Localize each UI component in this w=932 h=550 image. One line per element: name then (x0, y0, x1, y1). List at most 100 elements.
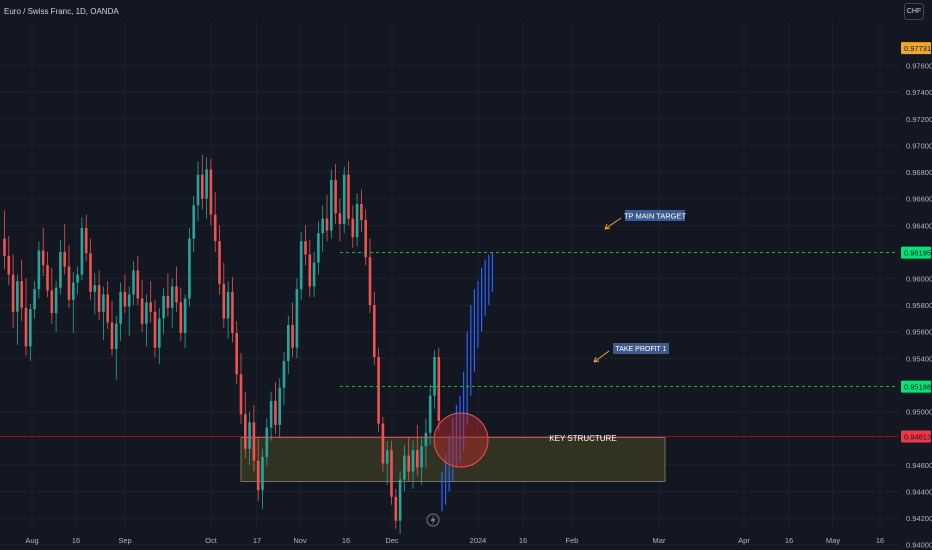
time-tick-label: 2024 (470, 536, 487, 545)
price-label-text: 0.96195 (904, 249, 931, 258)
candle-body (72, 282, 75, 300)
highlight-circle (433, 412, 489, 468)
price-tick-label: 0.96400 (906, 221, 932, 230)
candle-down (416, 424, 419, 476)
candle-down (106, 281, 109, 330)
time-tick-label: 16 (72, 536, 80, 545)
candle-body (347, 174, 350, 219)
candle-up (403, 444, 406, 492)
candle-body (84, 227, 88, 254)
candle-down (256, 438, 260, 501)
candle-body (308, 254, 312, 287)
candle-body (123, 291, 127, 307)
candle-body (360, 203, 363, 220)
candle-body (213, 214, 217, 242)
price-tick-label: 0.95800 (906, 301, 932, 310)
candle-up (282, 351, 286, 405)
candle-down (308, 239, 312, 298)
price-label-text: 0.97731 (904, 44, 931, 53)
candle-down (153, 299, 157, 358)
candle-down (390, 440, 393, 505)
candle-up (424, 418, 428, 468)
candle-up (80, 217, 84, 280)
currency-button[interactable]: CHF (904, 3, 924, 20)
candle-body (158, 318, 161, 348)
price-axis[interactable]: 0.97600 0.97400 0.97200 0.97000 0.96800 0.966… (901, 42, 932, 550)
candle-body (416, 450, 419, 468)
candle-up (226, 281, 230, 339)
candle-down (63, 223, 66, 275)
candle-body (20, 281, 23, 308)
lightning-icon[interactable] (426, 513, 440, 527)
candle-down (325, 194, 329, 242)
candle-up (317, 221, 320, 275)
candle-body (183, 298, 187, 334)
candle-down (110, 301, 114, 356)
time-tick-label: 16 (785, 536, 793, 545)
candle-body (205, 169, 208, 199)
price-tick-label: 0.97400 (906, 88, 932, 97)
candle-body (287, 325, 290, 362)
candle-body (334, 180, 337, 214)
candle-up (411, 440, 415, 489)
candle-body (325, 218, 329, 231)
candle-down (50, 267, 54, 324)
candle-body (97, 285, 101, 312)
candle-body (54, 287, 58, 314)
price-label-badge (901, 430, 931, 443)
candle-body (67, 266, 71, 300)
candle-up (248, 411, 251, 465)
candle-body (218, 241, 221, 284)
candle-body (321, 218, 324, 234)
candle-down (244, 391, 247, 459)
candle-down (149, 281, 152, 323)
candle-up (16, 274, 19, 346)
candle-body (179, 302, 183, 334)
candle-body (209, 169, 213, 215)
candle-up (33, 281, 36, 319)
candle-body (235, 333, 238, 375)
candle-up (145, 294, 148, 347)
candle-body (175, 286, 178, 303)
time-tick-label: May (826, 536, 840, 545)
candle-body (278, 387, 281, 425)
time-tick-label: Feb (566, 536, 579, 545)
candle-body (3, 238, 6, 256)
candle-up (132, 261, 135, 306)
candle-down (437, 347, 441, 431)
candle-body (196, 174, 200, 206)
candle-down (235, 321, 238, 384)
candle-up (183, 294, 187, 348)
candle-body (244, 414, 247, 449)
candle-body (127, 294, 131, 307)
time-axis[interactable]: Aug 16 Sep Oct 17 Nov 16 Dec 2024 16 Feb Mar Apr 16 Ma… (25, 513, 884, 545)
candle-body (76, 274, 79, 283)
candle-down (3, 210, 6, 270)
candle-down (11, 254, 15, 328)
price-tick-label: 0.96000 (906, 275, 932, 284)
candle-down (231, 277, 234, 343)
time-tick-label: 16 (342, 536, 350, 545)
candle-body (110, 322, 114, 350)
candle-body (390, 450, 393, 497)
candle-down (7, 235, 11, 286)
lightning-icon-bolt (430, 515, 436, 525)
candle-up (162, 287, 165, 335)
candle-body (201, 174, 204, 199)
price-label-text: 0.95188 (904, 383, 931, 392)
candle-body (222, 283, 226, 319)
candle-body (394, 496, 398, 521)
candle-body (411, 450, 415, 472)
take-profit-1-label: TAKE PROFIT 1 (615, 346, 666, 353)
candle-up (54, 281, 58, 332)
candle-body (364, 219, 367, 258)
candle-up (158, 307, 161, 364)
candle-down (209, 158, 213, 226)
candle-up (385, 440, 389, 485)
candle-body (46, 265, 49, 291)
candle-up (321, 205, 324, 252)
candle-down (123, 274, 127, 314)
candle-body (29, 309, 32, 347)
candle-down (360, 189, 363, 232)
